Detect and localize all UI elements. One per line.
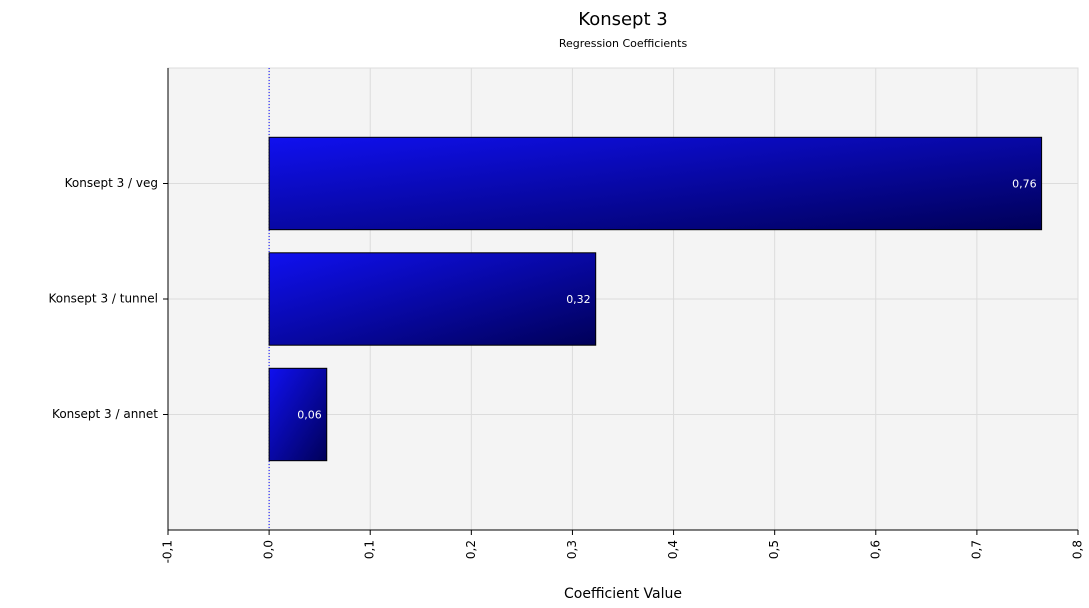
y-tick-label: Konsept 3 / tunnel — [48, 292, 158, 306]
bar — [268, 136, 1043, 231]
x-tick-label: 0,6 — [868, 540, 882, 559]
x-tick-label: 0,3 — [565, 540, 579, 559]
y-tick-label: Konsept 3 / veg — [65, 176, 158, 190]
x-axis-title: Coefficient Value — [564, 586, 682, 602]
bar — [268, 367, 328, 462]
x-tick-label: 0,4 — [666, 540, 680, 559]
bar-value-label: 0,32 — [566, 293, 591, 306]
bar-value-label: 0,06 — [297, 409, 322, 422]
x-tick-label: 0,7 — [969, 540, 983, 559]
x-tick-label: 0,5 — [767, 540, 781, 559]
y-tick-label: Konsept 3 / annet — [52, 407, 158, 421]
x-tick-label: 0,8 — [1071, 540, 1085, 559]
x-tick-label: 0,0 — [262, 540, 276, 559]
bar — [268, 252, 597, 346]
x-tick-label: 0,2 — [464, 540, 478, 559]
x-tick-label: 0,1 — [363, 540, 377, 559]
x-tick-label: -0,1 — [161, 540, 175, 563]
chart-subtitle: Regression Coefficients — [559, 37, 688, 50]
bar-value-label: 0,76 — [1012, 178, 1037, 191]
chart-title: Konsept 3 — [578, 9, 667, 30]
